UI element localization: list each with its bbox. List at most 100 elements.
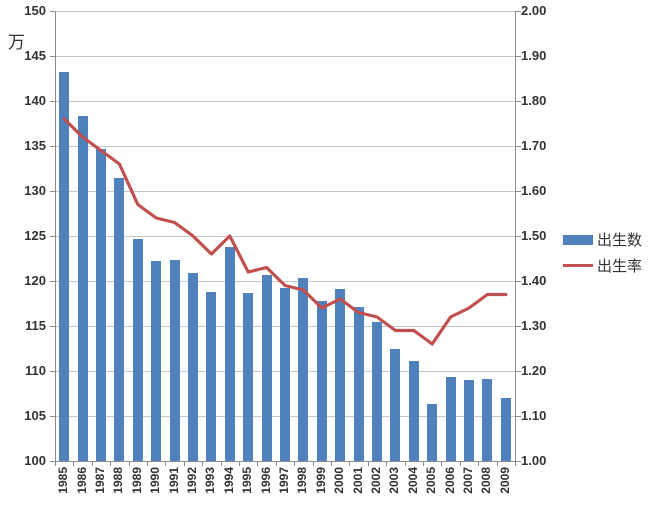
x-axis-label-2003: 2003 (387, 467, 402, 494)
bar-1991 (169, 260, 180, 461)
bar-2009 (500, 398, 511, 461)
right-axis-tick (516, 416, 521, 417)
x-axis-tick (147, 462, 148, 466)
x-axis-tick (478, 462, 479, 466)
right-axis-tick (516, 461, 521, 462)
legend-label-birthrate: 出生率 (597, 258, 643, 275)
right-axis-tick-label: 1.90 (521, 48, 547, 63)
x-axis-label-1989: 1989 (129, 467, 144, 494)
x-axis-tick (257, 462, 258, 466)
right-axis-tick (516, 326, 521, 327)
gridline (55, 236, 515, 237)
left-axis-tick-label: 100 (24, 453, 46, 468)
left-axis-tick (50, 101, 55, 102)
x-axis-label-2009: 2009 (497, 467, 512, 494)
right-axis-tick-label: 1.30 (521, 318, 547, 333)
x-axis-tick (221, 462, 222, 466)
x-axis-label-1999: 1999 (313, 467, 328, 494)
x-axis-tick (239, 462, 240, 466)
x-axis-label-1987: 1987 (93, 467, 107, 494)
bar-1986 (77, 116, 88, 461)
right-axis-tick (516, 11, 521, 12)
left-axis-tick-label: 120 (24, 273, 46, 288)
right-axis-tick (516, 101, 521, 102)
right-axis-tick-label: 1.00 (521, 453, 547, 468)
bar-2007 (464, 380, 474, 461)
left-axis-tick (50, 281, 55, 282)
bar-1989 (132, 238, 143, 461)
birthrate-line (62, 117, 508, 346)
bar-2008 (482, 379, 493, 461)
left-axis-tick-label: 130 (24, 183, 46, 198)
x-axis-tick (460, 462, 461, 466)
left-axis-tick-label: 110 (25, 363, 46, 378)
x-axis-tick (313, 462, 314, 466)
bar-1999 (316, 300, 327, 461)
legend-item-birthrate: 出生率 (563, 255, 642, 276)
x-axis-tick (110, 462, 111, 466)
bar-1985 (59, 72, 70, 461)
x-axis-label-1991: 1991 (166, 467, 181, 494)
x-axis-tick (92, 462, 93, 466)
gridline (55, 56, 515, 57)
bar-2002 (372, 322, 382, 461)
x-axis-tick (497, 462, 498, 466)
left-axis-line (55, 11, 56, 462)
left-axis-unit-label: 万 (8, 33, 25, 52)
left-axis-tick-label: 115 (25, 318, 46, 333)
left-axis-tick-label: 145 (24, 48, 46, 63)
left-axis-tick (50, 236, 55, 237)
birthrate-line-swatch (563, 264, 593, 267)
x-axis-label-1986: 1986 (74, 467, 89, 494)
x-axis-label-1988: 1988 (111, 467, 126, 494)
bottom-axis-line (55, 461, 516, 462)
right-axis-tick (516, 191, 521, 192)
x-axis-label-2006: 2006 (442, 467, 457, 494)
x-axis-label-1996: 1996 (258, 467, 273, 494)
right-axis-tick-label: 1.80 (521, 93, 547, 108)
x-axis-label-1985: 1985 (56, 467, 71, 494)
x-axis-label-2002: 2002 (369, 467, 383, 494)
bar-2003 (390, 349, 401, 461)
x-axis-label-1992: 1992 (185, 467, 199, 494)
x-axis-tick (73, 462, 74, 466)
bar-2005 (427, 404, 438, 461)
x-axis-label-2005: 2005 (424, 467, 439, 494)
legend-item-births: 出生数 (563, 229, 642, 250)
left-axis-tick-label: 135 (24, 138, 46, 153)
x-axis-tick (202, 462, 203, 466)
bar-1987 (96, 148, 106, 461)
right-axis-tick-label: 1.50 (521, 228, 547, 243)
right-axis-tick (516, 371, 521, 372)
right-axis-tick-label: 1.70 (521, 138, 547, 153)
x-axis-tick (294, 462, 295, 466)
right-axis-tick-label: 1.10 (521, 408, 547, 423)
legend: 出生数 出生率 (563, 229, 642, 281)
x-axis-tick (165, 462, 166, 466)
right-axis-tick (516, 236, 521, 237)
left-axis-tick (50, 416, 55, 417)
bar-1996 (261, 274, 272, 461)
left-axis-tick (50, 326, 55, 327)
x-axis-tick (441, 462, 442, 466)
x-axis-label-1994: 1994 (221, 467, 236, 494)
right-axis-tick (516, 146, 521, 147)
right-axis-tick (516, 56, 521, 57)
x-axis-tick (331, 462, 332, 466)
bar-1997 (280, 288, 290, 461)
bar-1992 (188, 272, 198, 461)
birthrate-polyline (62, 117, 508, 346)
left-axis-tick-label: 150 (24, 3, 46, 18)
x-axis-label-2004: 2004 (405, 467, 420, 494)
x-axis-tick (405, 462, 406, 466)
bar-2006 (445, 377, 456, 461)
x-axis-tick (129, 462, 130, 466)
bar-2004 (408, 361, 419, 461)
x-axis-label-1997: 1997 (277, 467, 291, 494)
right-axis-tick-label: 1.20 (521, 363, 547, 378)
x-axis-tick (184, 462, 185, 466)
left-axis-tick-label: 140 (24, 93, 46, 108)
x-axis-tick (386, 462, 387, 466)
left-axis-tick (50, 146, 55, 147)
